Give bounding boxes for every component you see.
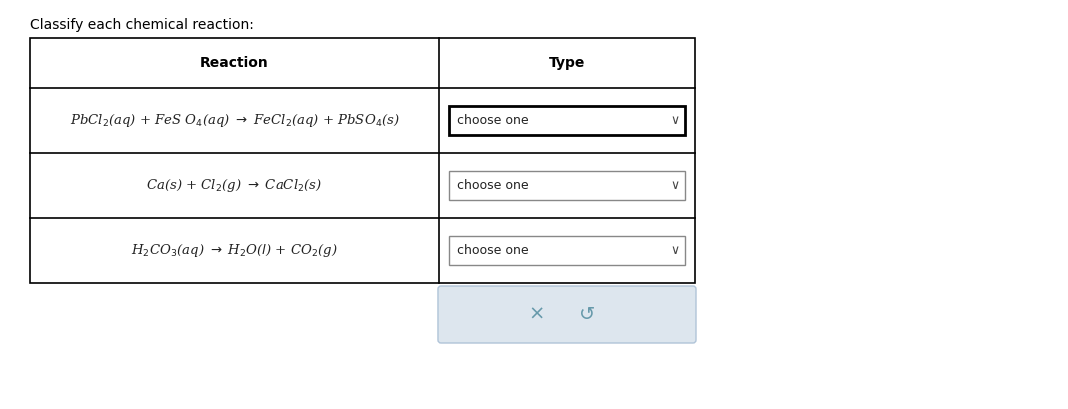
- Text: H$_2$CO$_3$(aq) $\rightarrow$ H$_2$O($l$) + CO$_2$(g): H$_2$CO$_3$(aq) $\rightarrow$ H$_2$O($l$…: [131, 242, 337, 259]
- Text: ∨: ∨: [671, 244, 679, 257]
- Text: choose one: choose one: [457, 179, 529, 192]
- FancyBboxPatch shape: [438, 286, 696, 343]
- Text: PbCl$_2$(aq) + FeS O$_4$(aq) $\rightarrow$ FeCl$_2$(aq) + PbSO$_4$(s): PbCl$_2$(aq) + FeS O$_4$(aq) $\rightarro…: [69, 112, 399, 129]
- Bar: [449, 106, 685, 135]
- Bar: [30, 38, 695, 283]
- Text: ∨: ∨: [671, 179, 679, 192]
- Text: choose one: choose one: [457, 114, 529, 127]
- Bar: [449, 171, 685, 200]
- Text: Ca(s) + Cl$_2$(g) $\rightarrow$ CaCl$_2$(s): Ca(s) + Cl$_2$(g) $\rightarrow$ CaCl$_2$…: [146, 177, 323, 194]
- Text: Reaction: Reaction: [200, 56, 269, 70]
- Text: Type: Type: [549, 56, 585, 70]
- Text: ∨: ∨: [671, 114, 679, 127]
- Bar: [449, 236, 685, 265]
- Text: ×: ×: [529, 305, 545, 324]
- Text: ↺: ↺: [579, 305, 595, 324]
- Text: Classify each chemical reaction:: Classify each chemical reaction:: [30, 18, 254, 32]
- Text: choose one: choose one: [457, 244, 529, 257]
